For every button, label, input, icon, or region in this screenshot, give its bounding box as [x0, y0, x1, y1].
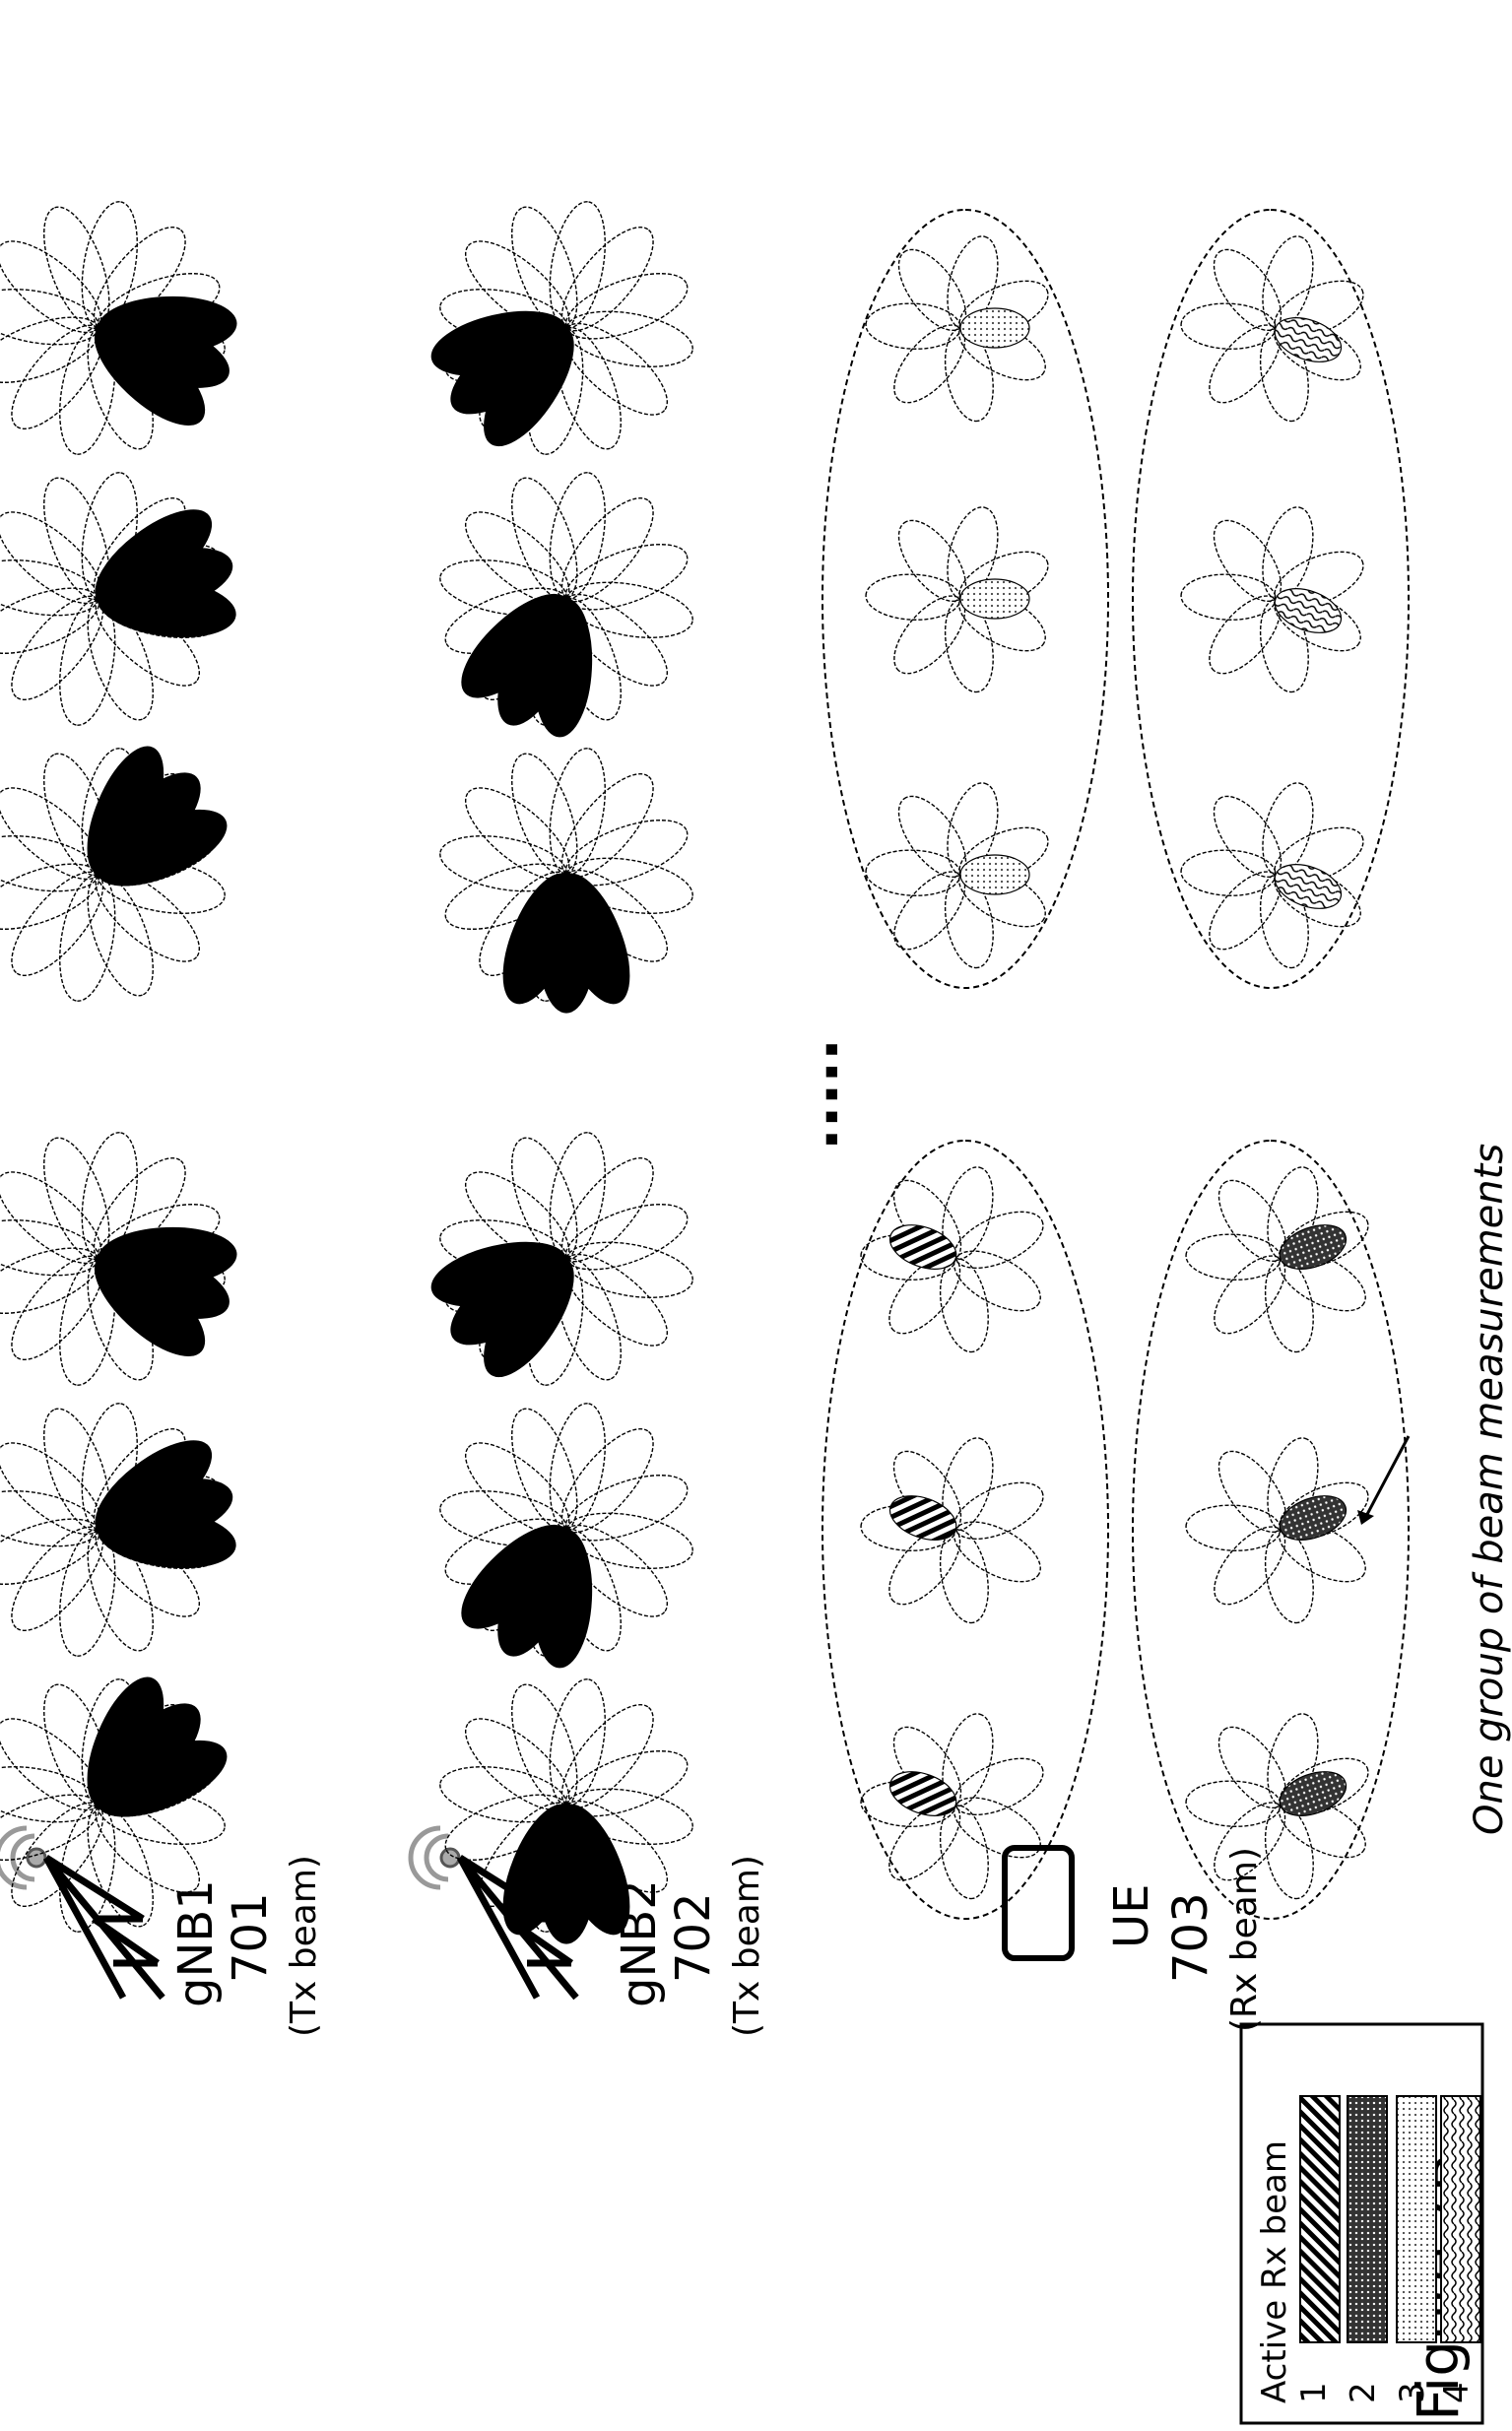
legend-swatch-2	[1348, 2096, 1387, 2342]
ue-rx-beam-right-g2-2	[1180, 501, 1371, 695]
legend-title: Active Rx beam	[1255, 2140, 1294, 2403]
legend-label-2: 2	[1344, 2382, 1383, 2403]
ue-rx-beam-left-g2-3	[1185, 1161, 1376, 1355]
ue-device-icon	[1002, 1848, 1072, 1958]
legend-label-3: 3	[1393, 2382, 1432, 2403]
ue-rx-beam-left-g1-3	[860, 1161, 1051, 1355]
gnb1-tx-beam-right-2	[0, 468, 239, 729]
group-arrow	[1364, 1436, 1409, 1520]
ue-rx-beam-left-g2-1	[1185, 1708, 1376, 1902]
gnb2-tx-beam-right-1	[435, 744, 696, 1013]
gnb1-name: gNB1	[168, 1879, 224, 2007]
ue-name: UE	[1104, 1884, 1159, 1948]
ue-ref: 703	[1163, 1892, 1218, 1983]
legend-label-1: 1	[1294, 2382, 1334, 2403]
legend-swatch-1	[1300, 2096, 1340, 2342]
ue-rx-beam-right-g1-3	[865, 230, 1056, 425]
group-arrow-head	[1357, 1510, 1374, 1525]
gnb1-tx-beam-left-3	[0, 1128, 237, 1389]
legend-swatch-3	[1397, 2096, 1436, 2342]
gnb1-beam-type: (Tx beam)	[284, 1855, 324, 2037]
ue-rx-beam-left-g2-2	[1185, 1432, 1376, 1626]
gnb2-tx-beam-right-2	[435, 468, 696, 738]
gnb2-ref: 702	[666, 1892, 721, 1983]
ue-rx-beam-right-g2-3	[1180, 230, 1371, 425]
ue-rx-beam-right-g1-2	[865, 501, 1056, 695]
gnb1-tx-beam-left-2	[0, 1399, 239, 1660]
gnb1-tx-beam-right-1	[0, 737, 236, 1006]
ue-rx-beam-left-g1-2	[860, 1432, 1051, 1626]
ue-rx-beam-left-g1-1	[860, 1708, 1051, 1902]
gnb2-tx-beam-left-2	[435, 1399, 696, 1669]
group-caption: One group of beam measurements	[1467, 1144, 1512, 1835]
legend-label-4: 4	[1437, 2382, 1477, 2403]
gnb1-ref: 701	[223, 1892, 278, 1983]
gnb1-tower-icon	[0, 1828, 163, 1998]
gnb2-tx-beam-left-3	[426, 1128, 696, 1390]
gnb2-beam-type: (Tx beam)	[727, 1855, 767, 2037]
ue-rx-beam-right-g2-1	[1180, 777, 1371, 971]
ue-rx-beam-right-g1-1	[865, 777, 1056, 971]
legend-swatch-4	[1441, 2096, 1480, 2342]
ellipsis: .....	[783, 1038, 852, 1150]
gnb1-tx-beam-right-3	[0, 197, 237, 458]
gnb2-tx-beam-right-3	[426, 197, 696, 459]
